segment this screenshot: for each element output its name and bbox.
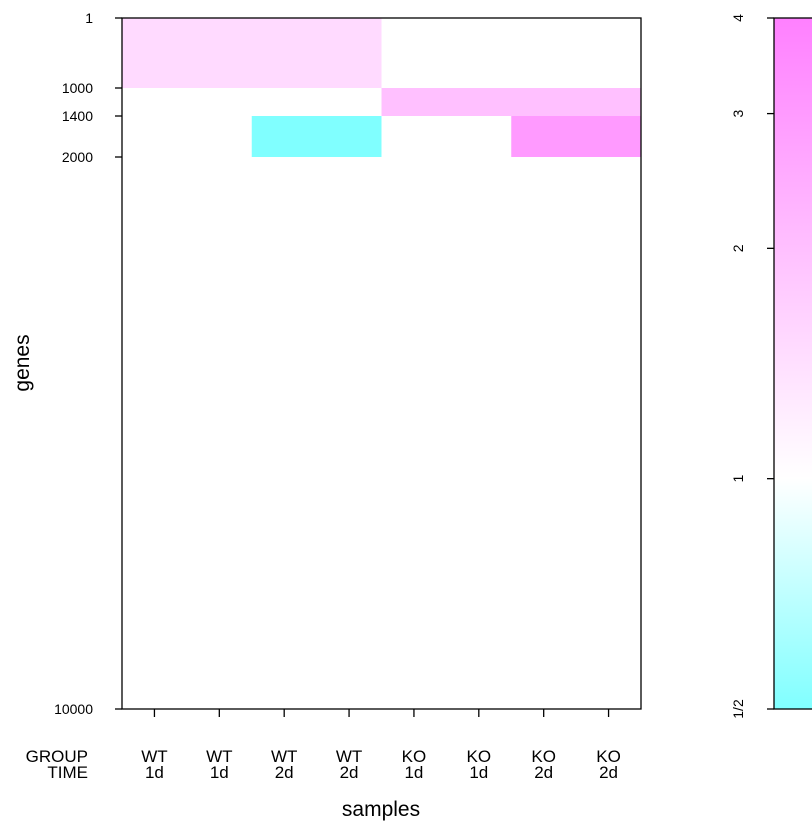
sample-time-label: 1d [404, 763, 423, 782]
annotation-row-label-group: GROUP [26, 747, 88, 766]
sample-time-label: 2d [275, 763, 294, 782]
heatmap-block-4 [511, 116, 641, 157]
y-tick-label: 1 [85, 10, 93, 26]
sample-annotation: GROUP TIME [26, 747, 88, 782]
heatmap-cells [122, 18, 641, 157]
annotation-row-label-time: TIME [47, 763, 88, 782]
heatmap-block-1 [122, 18, 382, 88]
sample-time-label: 1d [210, 763, 229, 782]
y-axis-title: genes [11, 334, 34, 391]
sample-time-label: 2d [599, 763, 618, 782]
sample-group-label: WT [336, 747, 362, 766]
colorbar-tick-label: 1/2 [730, 699, 746, 719]
sample-group-label: WT [271, 747, 297, 766]
colorbar-tick-label: 1 [730, 475, 746, 483]
colorbar-tick-label: 3 [730, 109, 746, 117]
sample-time-label: 2d [534, 763, 553, 782]
colorbar-tick-label: 2 [730, 244, 746, 252]
x-axis-title: samples [342, 798, 420, 821]
sample-group-label: WT [141, 747, 167, 766]
heatmap-block-3 [251, 116, 382, 157]
sample-group-label: KO [467, 747, 492, 766]
y-axis: 1 1000 1400 2000 10000 [54, 10, 122, 717]
sample-group-label: KO [402, 747, 427, 766]
sample-group-label: KO [531, 747, 556, 766]
y-tick-label: 10000 [54, 701, 93, 717]
colorbar [773, 17, 812, 710]
heatmap-block-2 [381, 88, 641, 116]
y-tick-label: 1400 [62, 108, 93, 124]
y-tick-label: 1000 [62, 80, 93, 96]
sample-group-label: WT [206, 747, 232, 766]
sample-time-label: 2d [340, 763, 359, 782]
y-tick-label: 2000 [62, 149, 93, 165]
sample-time-label: 1d [469, 763, 488, 782]
plot-frame [121, 17, 642, 710]
colorbar-tick-label: 4 [730, 14, 746, 22]
colorbar-axis: 1/2 1 2 3 4 [730, 14, 774, 719]
sample-time-label: 1d [145, 763, 164, 782]
sample-group-label: KO [596, 747, 621, 766]
